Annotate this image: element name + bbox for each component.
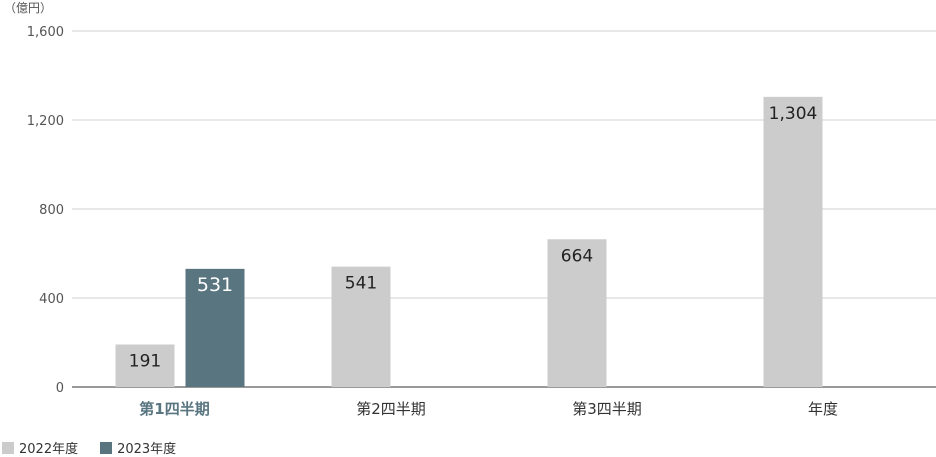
bars [115, 96, 823, 388]
x-category-label: 年度 [808, 400, 838, 418]
bar-2022-1 [331, 266, 391, 387]
x-category-label: 第1四半期 [139, 400, 209, 418]
data-label: 531 [197, 274, 233, 296]
legend-swatch-2023 [100, 441, 113, 454]
bar-2023-0 [185, 268, 245, 387]
bar-chart: （億円） 0 400 800 1,200 1,600 191 531 541 664 1,304… [4, 1, 936, 418]
y-tick-label: 0 [56, 381, 64, 396]
legend-label-2022: 2022年度 [19, 442, 79, 457]
data-label: 1,304 [769, 104, 818, 124]
legend-item-2023: 2023年度 [100, 438, 176, 457]
y-tick-label: 800 [39, 203, 64, 218]
legend-label-2023: 2023年度 [117, 442, 177, 457]
x-category-label: 第3四半期 [572, 400, 642, 418]
y-tick-label: 400 [39, 292, 64, 307]
x-axis-categories: 第1四半期 第2四半期 第3四半期 年度 [139, 400, 838, 418]
data-labels: 191 531 541 664 1,304 [129, 104, 818, 372]
y-axis-unit-label: （億円） [4, 1, 52, 15]
bar-2022-3 [763, 96, 823, 388]
x-category-label: 第2四半期 [356, 400, 426, 418]
legend-swatch-2022 [2, 441, 14, 454]
data-label: 664 [561, 246, 593, 266]
y-tick-label: 1,600 [27, 25, 64, 40]
legend: 2022年度 2023年度 [2, 438, 176, 457]
y-axis-ticks: 0 400 800 1,200 1,600 [27, 25, 64, 396]
bar-2022-2 [547, 239, 607, 387]
data-label: 541 [345, 274, 377, 294]
legend-item-2022: 2022年度 [2, 438, 78, 457]
data-label: 191 [129, 352, 161, 372]
bar-2022-0 [115, 344, 175, 387]
y-tick-label: 1,200 [27, 114, 64, 129]
